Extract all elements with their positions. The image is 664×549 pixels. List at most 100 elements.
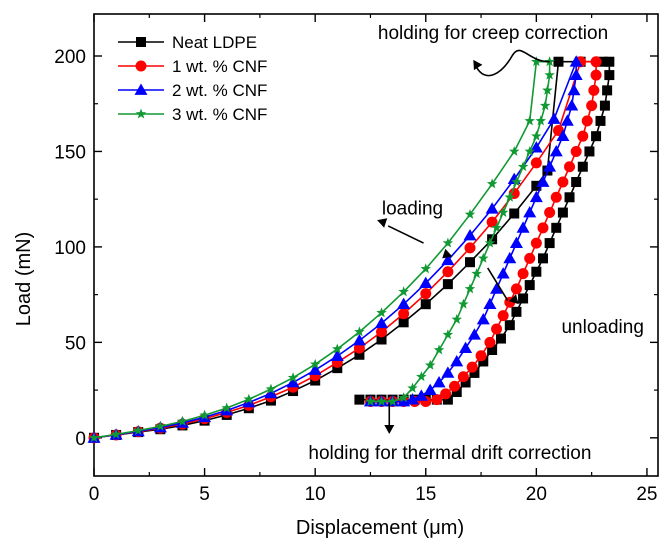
annotation-creep-arrowhead xyxy=(473,59,483,71)
data-point xyxy=(242,396,256,408)
data-point xyxy=(330,349,344,361)
data-point xyxy=(491,323,503,335)
annotation-unloading-arrowhead xyxy=(508,294,519,305)
legend-label: 3 wt. % CNF xyxy=(172,105,267,124)
data-point xyxy=(354,326,365,337)
y-tick-label: 0 xyxy=(75,429,86,450)
data-point xyxy=(484,336,496,348)
data-point xyxy=(531,266,542,277)
data-point xyxy=(243,393,255,404)
data-point xyxy=(420,263,431,274)
data-point xyxy=(423,383,437,395)
legend-marker xyxy=(134,83,148,95)
data-point xyxy=(375,316,389,329)
y-tick-label: 200 xyxy=(54,47,86,68)
data-point xyxy=(577,161,588,172)
legend-marker xyxy=(135,60,147,72)
data-point xyxy=(509,236,523,248)
data-point xyxy=(265,383,277,394)
data-point xyxy=(524,145,535,156)
data-point xyxy=(539,100,551,111)
data-point xyxy=(543,160,557,172)
data-point xyxy=(531,130,542,141)
data-point xyxy=(557,176,569,188)
data-point xyxy=(376,326,388,338)
legend-marker xyxy=(136,37,146,47)
data-point xyxy=(221,402,232,413)
data-point xyxy=(476,312,490,325)
data-point xyxy=(564,161,576,173)
legend-item: Neat LDPE xyxy=(118,33,257,52)
data-point xyxy=(511,176,522,187)
data-point xyxy=(518,293,529,304)
data-point xyxy=(110,428,122,439)
x-tick-label: 25 xyxy=(636,484,657,505)
legend-item: 1 wt. % CNF xyxy=(118,57,267,76)
data-point xyxy=(457,371,469,383)
data-point xyxy=(550,191,562,203)
data-point xyxy=(547,112,561,124)
data-point xyxy=(465,257,475,268)
data-point xyxy=(511,306,522,317)
legend: Neat LDPE 1 wt. % CNF 2 wt. % CNF 3 wt. % C… xyxy=(118,33,267,124)
data-point xyxy=(536,175,550,187)
data-point xyxy=(441,366,455,378)
data-point xyxy=(509,145,520,156)
data-point xyxy=(469,367,480,378)
data-point xyxy=(504,191,516,202)
data-point xyxy=(485,202,499,214)
data-point xyxy=(397,395,411,407)
data-point xyxy=(286,375,300,388)
data-point xyxy=(433,344,445,355)
data-point xyxy=(557,207,568,218)
data-point xyxy=(478,356,489,367)
data-point xyxy=(604,56,615,67)
data-point xyxy=(553,56,564,67)
data-point xyxy=(560,114,574,126)
annotation-thermal-arrowhead xyxy=(384,425,395,434)
data-point xyxy=(597,56,608,67)
data-point xyxy=(569,68,583,80)
data-point xyxy=(442,266,454,278)
data-point xyxy=(569,55,583,67)
data-point xyxy=(509,208,520,219)
data-point xyxy=(466,361,478,373)
x-tick-label: 5 xyxy=(199,484,210,505)
data-point xyxy=(420,288,432,300)
data-point xyxy=(264,386,278,399)
data-point xyxy=(460,377,471,388)
series-3 xyxy=(87,55,583,443)
data-point xyxy=(537,253,548,264)
data-point xyxy=(478,252,489,263)
plot-frame xyxy=(93,13,659,477)
data-point xyxy=(440,388,452,400)
annotation-unloading: unloading xyxy=(561,317,643,338)
legend-marker xyxy=(135,108,147,119)
data-point xyxy=(332,363,343,374)
data-point xyxy=(571,177,582,187)
data-point xyxy=(524,252,536,264)
data-point xyxy=(354,394,365,405)
data-point xyxy=(595,115,606,126)
data-point xyxy=(486,178,498,189)
legend-label: 1 wt. % CNF xyxy=(172,57,267,76)
data-point xyxy=(535,115,547,126)
annotation-unloading-line xyxy=(487,267,509,301)
data-point xyxy=(414,389,428,401)
data-point xyxy=(442,237,454,248)
data-point xyxy=(450,354,464,367)
data-point xyxy=(376,307,387,318)
data-point xyxy=(537,222,549,234)
data-point xyxy=(530,237,542,249)
data-point xyxy=(475,350,487,362)
data-point xyxy=(432,375,446,388)
series-line xyxy=(93,61,577,439)
data-point xyxy=(397,297,411,310)
data-point xyxy=(451,313,462,324)
data-point xyxy=(332,343,343,354)
data-point xyxy=(442,329,454,340)
data-point xyxy=(581,115,593,127)
data-point xyxy=(531,56,542,67)
data-point xyxy=(565,99,579,111)
